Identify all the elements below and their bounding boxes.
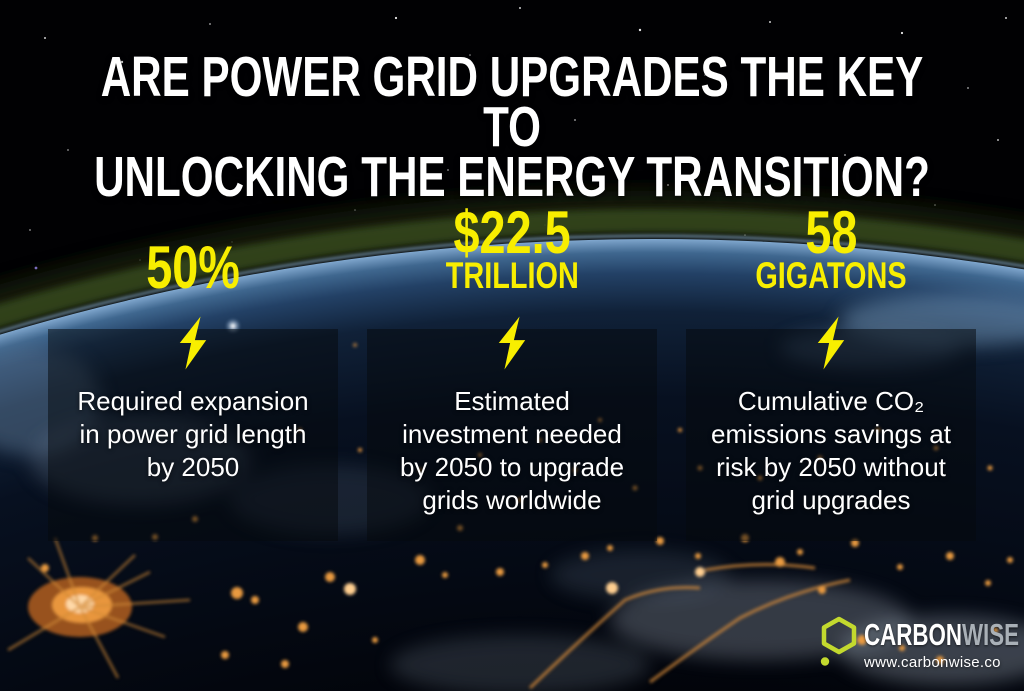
brand-footer: CARBONWISE www.carbonwise.co xyxy=(815,616,1019,671)
stat-headline: 50% xyxy=(48,192,338,301)
page-title: ARE POWER GRID UPGRADES THE KEY TO UNLOC… xyxy=(94,45,930,209)
brand-name-primary: CARBON xyxy=(864,617,962,652)
stat-description: Estimated investment needed by 2050 to u… xyxy=(399,386,625,515)
lightning-bolt-icon xyxy=(179,316,207,370)
lightning-bolt-icon xyxy=(498,316,526,370)
stat-description: Required expansion in power grid length … xyxy=(77,386,309,482)
brand-name: CARBONWISE xyxy=(864,619,1019,650)
stat-card: Cumulative CO₂ emissions savings at risk… xyxy=(686,316,976,541)
stat-card: Required expansion in power grid length … xyxy=(48,316,338,541)
stat-value: 58 xyxy=(804,198,858,266)
stat-column-emissions: 58 GIGATONS Cumulative CO₂ emissions sav… xyxy=(686,192,976,541)
stat-column-grid-expansion: 50% Required expansion in power grid len… xyxy=(48,192,338,541)
lightning-bolt-icon xyxy=(817,316,845,370)
stat-value: 50% xyxy=(146,233,240,301)
stat-headline: $22.5 TRILLION xyxy=(367,192,657,296)
stat-headline: 58 GIGATONS xyxy=(686,192,976,296)
stat-description: Cumulative CO₂ emissions savings at risk… xyxy=(711,386,951,515)
hexagon-icon xyxy=(820,616,857,666)
stat-unit: GIGATONS xyxy=(755,254,907,296)
stats-columns: 50% Required expansion in power grid len… xyxy=(48,192,976,541)
stat-unit: TRILLION xyxy=(445,254,579,296)
stat-column-investment: $22.5 TRILLION Estimated investment need… xyxy=(367,192,657,541)
website-url: www.carbonwise.co xyxy=(864,654,1001,671)
stat-card: Estimated investment needed by 2050 to u… xyxy=(367,316,657,541)
brand-text-block: CARBONWISE www.carbonwise.co xyxy=(864,616,1019,671)
brand-name-secondary: WISE xyxy=(961,617,1020,652)
stat-value: $22.5 xyxy=(453,198,571,266)
